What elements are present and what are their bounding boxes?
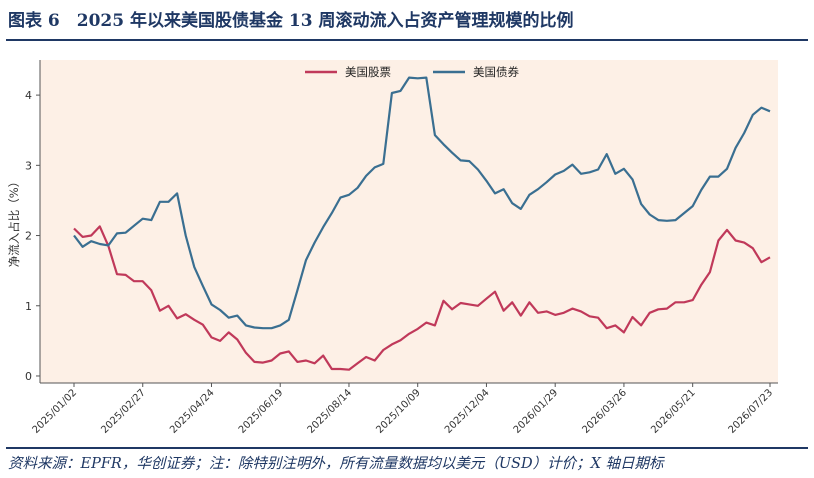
x-tick-label: 2025/10/09 [374, 387, 423, 436]
x-tick-label: 2026/07/23 [727, 387, 776, 436]
y-tick-label: 4 [25, 89, 32, 102]
x-tick-label: 2026/03/26 [581, 387, 630, 436]
plot-background [40, 60, 778, 383]
legend-label-1: 美国股票 [345, 65, 391, 79]
x-tick-label: 2025/12/04 [443, 387, 492, 436]
x-tick-label: 2025/02/27 [99, 387, 148, 436]
x-tick-label: 2025/04/24 [168, 387, 217, 436]
series-line-1 [73, 225, 771, 371]
y-tick-label: 3 [25, 159, 32, 172]
x-tick-label: 2026/05/21 [649, 387, 698, 436]
x-tick-label: 2025/01/02 [31, 387, 80, 436]
y-tick-label: 0 [25, 370, 32, 383]
y-axis-label: 净流入占比（%） [7, 176, 21, 267]
title-divider [6, 39, 808, 41]
x-tick-label: 2025/08/14 [306, 387, 355, 436]
legend: 美国股票 美国债券 [305, 65, 519, 79]
x-tick-label: 2026/01/29 [512, 387, 561, 436]
y-tick-label: 1 [25, 300, 32, 313]
x-tick-label: 2025/06/19 [237, 387, 286, 436]
series-layer [73, 76, 771, 371]
figure-title: 图表 6 2025 年以来美国股债基金 13 周滚动流入占资产管理规模的比例 [8, 11, 574, 31]
line-chart: 0 1 2 3 4 2025/01/02 2025/02/27 2025/04/24 2025/… [7, 60, 778, 436]
footer-divider [6, 447, 808, 449]
legend-label-2: 美国债券 [473, 65, 519, 79]
source-note: 资料来源：EPFR，华创证券；注：除特别注明外，所有流量数据均以美元（USD）计… [8, 456, 664, 472]
y-tick-label: 2 [25, 230, 32, 243]
series-line-2 [73, 76, 771, 330]
